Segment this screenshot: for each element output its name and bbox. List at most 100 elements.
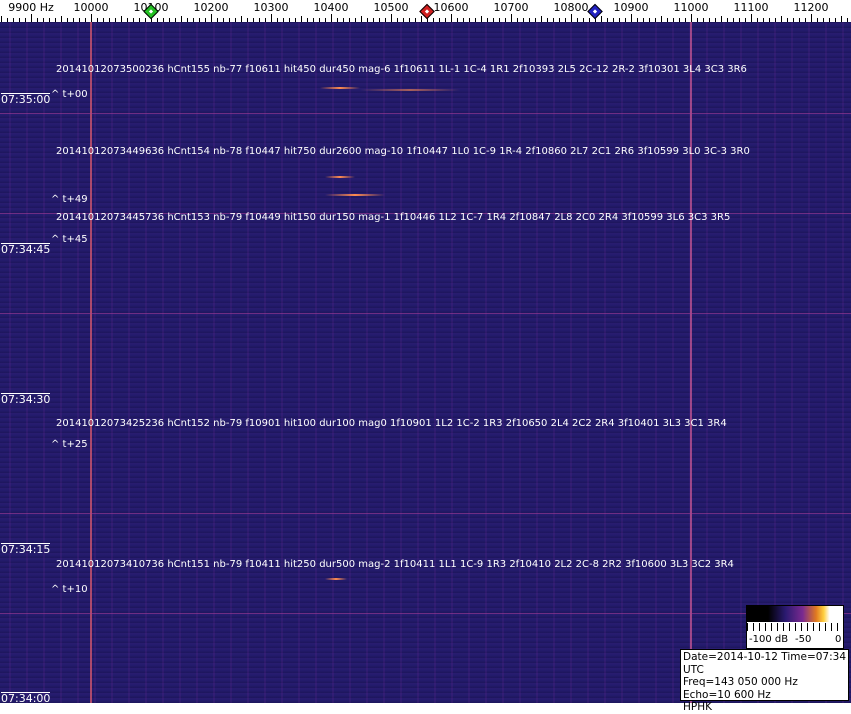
x-tick [247,18,248,22]
x-tick [307,18,308,22]
x-tick [253,18,254,22]
info-box: Date=2014-10-12 Time=07:34 UTC Freq=143 … [680,649,849,713]
x-tick [373,18,374,22]
x-tick [811,14,812,22]
x-tick [781,16,782,22]
x-tick [265,18,266,22]
x-tick [133,18,134,22]
x-tick [169,18,170,22]
x-tick [685,18,686,22]
event-text: 20141012073449636 hCnt154 nb-78 f10447 h… [56,146,750,157]
x-tick [667,18,668,22]
x-tick [613,18,614,22]
x-tick [415,18,416,22]
x-tick [61,16,62,22]
x-tick [241,16,242,22]
x-tick [343,18,344,22]
x-tick [205,18,206,22]
x-tick [457,18,458,22]
x-tick [577,18,578,22]
x-tick [199,18,200,22]
x-tick [805,18,806,22]
x-tick-label: 11100 [733,1,769,14]
x-tick [787,18,788,22]
x-tick [97,18,98,22]
x-tick [601,16,602,22]
x-tick [439,18,440,22]
x-tick [433,18,434,22]
x-tick [325,18,326,22]
x-tick [595,18,596,22]
x-tick [469,18,470,22]
x-tick [445,18,446,22]
meteor-streak [325,176,355,178]
x-tick [589,18,590,22]
event-offset: ^ t+25 [51,439,88,450]
event-offset: ^ t+00 [51,89,88,100]
x-tick [823,18,824,22]
x-tick [259,18,260,22]
h-line [0,513,851,514]
x-tick [541,16,542,22]
x-tick [709,18,710,22]
colorbar-gradient [747,606,843,622]
x-tick [583,18,584,22]
info-freq: Freq=143 050 000 Hz [683,676,798,688]
time-label: 07:34:30 [1,393,51,406]
x-tick [721,16,722,22]
x-tick-label: 11000 [673,1,709,14]
x-tick [313,18,314,22]
x-tick [49,18,50,22]
x-tick [769,18,770,22]
x-tick [91,14,92,22]
x-tick-label: 10200 [193,1,229,14]
x-tick [223,18,224,22]
meteor-streak [325,578,347,580]
colorbar-label: -100 dB [749,634,789,645]
event-offset: ^ t+49 [51,194,88,205]
meteor-streak [320,87,360,89]
time-label: 07:34:45 [1,243,51,256]
x-tick [361,16,362,22]
x-tick [499,18,500,22]
colorbar-ticks [747,623,843,631]
x-tick [625,18,626,22]
x-tick [451,14,452,22]
x-tick [7,18,8,22]
event-text: 20141012073425236 hCnt152 nb-79 f10901 h… [56,418,727,429]
x-tick [427,18,428,22]
x-tick [55,18,56,22]
x-tick-label: 11200 [793,1,829,14]
x-tick [409,18,410,22]
event-text: 20141012073445736 hCnt153 nb-79 f10449 h… [56,212,731,223]
x-tick [511,14,512,22]
x-tick [505,18,506,22]
x-tick [103,18,104,22]
x-tick [229,18,230,22]
x-tick [181,16,182,22]
x-tick [607,18,608,22]
x-tick [109,18,110,22]
meteor-streak [325,194,385,196]
x-tick [127,18,128,22]
h-line [0,313,851,314]
x-tick-label: 10800 [553,1,589,14]
bright-line-10000 [90,22,92,703]
time-label: 07:35:00 [1,93,51,106]
x-tick [733,18,734,22]
x-tick [163,18,164,22]
x-tick [115,18,116,22]
x-tick [403,18,404,22]
h-line [0,613,851,614]
x-tick [757,18,758,22]
x-tick [85,18,86,22]
event-text: 20141012073410736 hCnt151 nb-79 f10411 h… [56,559,734,570]
x-tick [25,18,26,22]
x-tick [31,14,32,22]
x-tick [349,18,350,22]
x-tick [691,14,692,22]
x-tick [535,18,536,22]
x-tick [643,18,644,22]
x-tick [397,18,398,22]
x-tick [463,18,464,22]
